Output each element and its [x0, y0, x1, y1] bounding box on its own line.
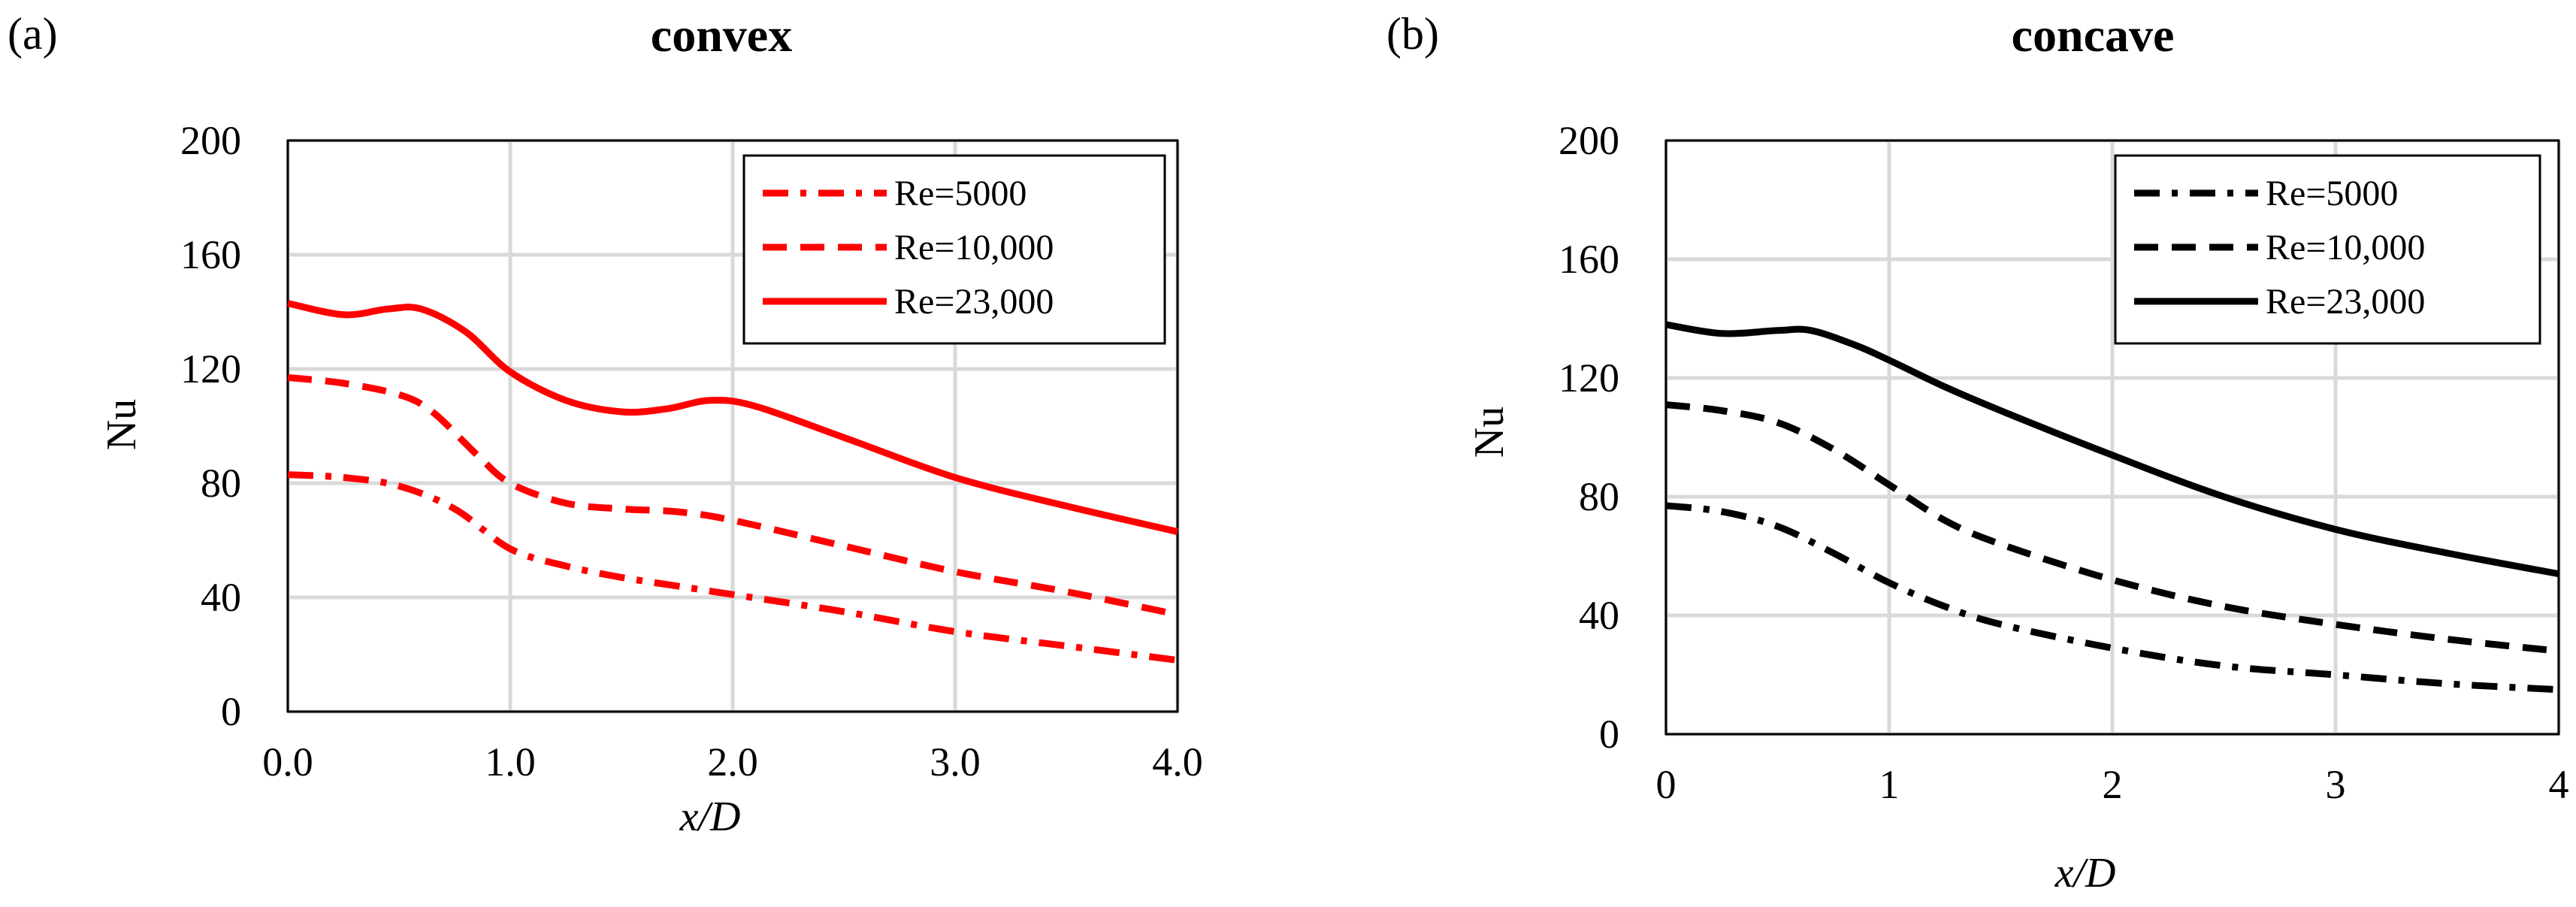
y-tick-label: 200 — [1559, 118, 1619, 163]
x-tick-label: 0 — [1656, 762, 1677, 807]
y-tick-label: 0 — [221, 689, 241, 734]
y-tick-label: 120 — [180, 346, 241, 392]
x-tick-label: 4.0 — [1152, 739, 1203, 785]
panel-convex: (a) convex Nu x/D 0.0 1.0 2.0 3.0 4.0 0 40 80 12… — [8, 8, 1203, 840]
chart-title: convex — [651, 8, 792, 62]
legend-label: Re=23,000 — [2266, 282, 2425, 322]
x-tick-label: 3 — [2326, 762, 2346, 807]
series-line-re-10-000 — [287, 373, 1178, 618]
chart-title: concave — [2012, 8, 2175, 62]
panel-label: (a) — [8, 9, 58, 59]
y-tick-label: 120 — [1559, 355, 1619, 401]
x-tick-label: 4 — [2549, 762, 2569, 807]
y-tick-label: 200 — [180, 118, 241, 163]
series-line-re-5000 — [1665, 502, 2559, 694]
legend-label: Re=5000 — [894, 174, 1026, 213]
y-tick-label: 80 — [1579, 474, 1619, 519]
x-tick-label: 2.0 — [707, 739, 758, 785]
plot-area — [1664, 139, 2560, 736]
x-tick-label: 3.0 — [930, 739, 981, 785]
x-tick-label: 1.0 — [485, 739, 536, 785]
legend-label: Re=10,000 — [2266, 228, 2425, 268]
y-tick-label: 0 — [1599, 712, 1619, 757]
legend-label: Re=5000 — [2266, 174, 2398, 213]
x-tick-label: 1 — [1879, 762, 1900, 807]
plot-area — [286, 139, 1179, 713]
y-tick-label: 40 — [1579, 593, 1619, 638]
legend-label: Re=23,000 — [894, 282, 1054, 322]
y-tick-label: 40 — [201, 575, 241, 620]
x-tick-label: 0.0 — [262, 739, 313, 785]
y-axis-label: Nu — [1466, 407, 1513, 458]
y-tick-label: 160 — [1559, 237, 1619, 282]
x-axis-label: x/D — [2054, 850, 2116, 896]
y-tick-label: 160 — [180, 232, 241, 277]
series-line-re-5000 — [287, 471, 1178, 664]
panel-concave: (b) concave Nu x/D 0 1 2 3 404080120160200Re… — [1386, 8, 2569, 896]
y-axis-label: Nu — [98, 399, 145, 450]
x-axis-label: x/D — [679, 794, 741, 840]
series-line-re-23-000 — [1665, 321, 2559, 578]
series-line-re-10-000 — [1665, 401, 2559, 655]
legend-label: Re=10,000 — [894, 228, 1054, 268]
y-tick-label: 80 — [201, 461, 241, 506]
x-tick-label: 2 — [2103, 762, 2123, 807]
panel-label: (b) — [1386, 9, 1439, 59]
series-line-re-23-000 — [287, 300, 1179, 535]
